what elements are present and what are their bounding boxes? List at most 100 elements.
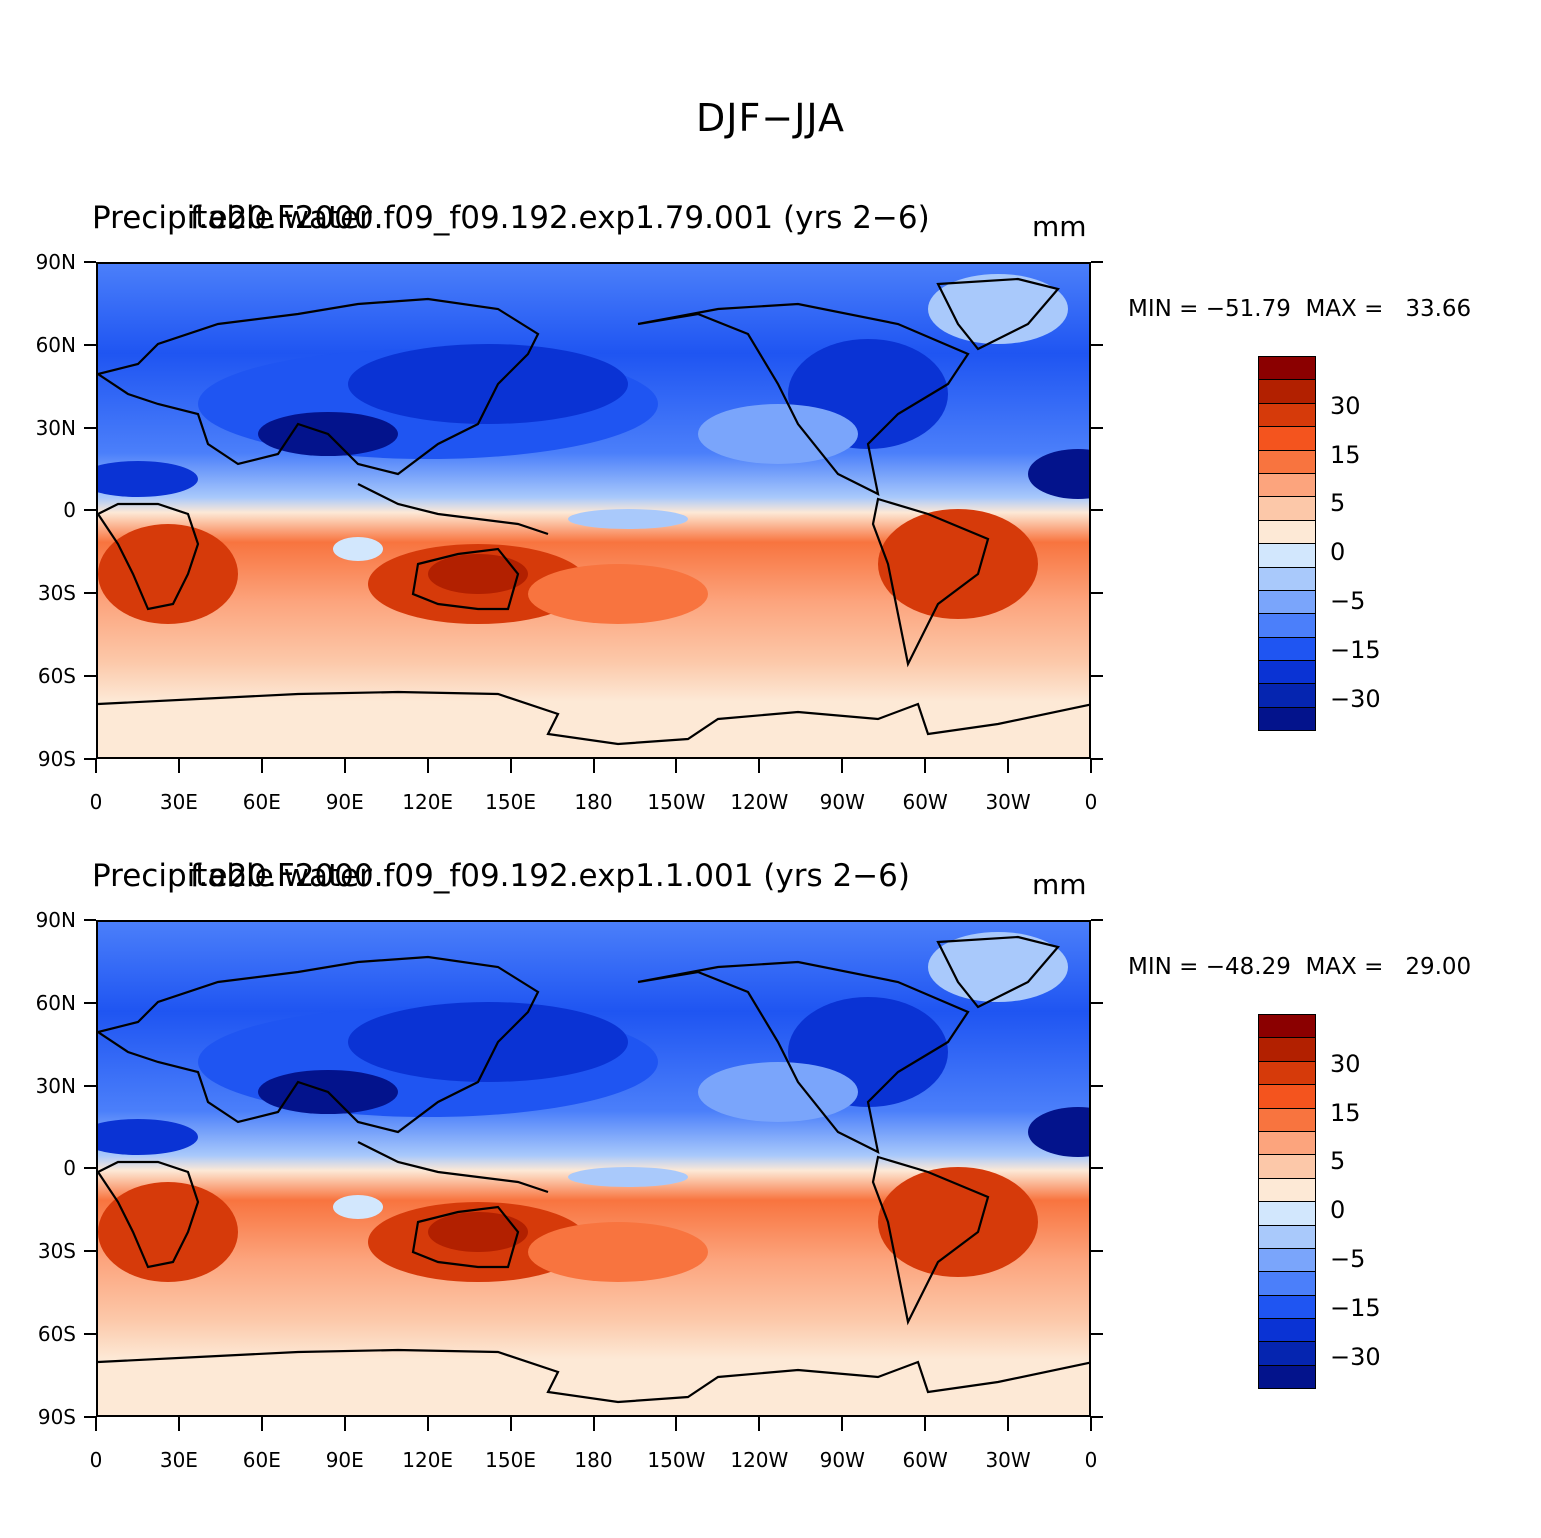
panel-left-title: Precipitable water xyxy=(92,858,372,894)
colorbar-segment xyxy=(1258,472,1316,498)
longitude-label: 60E xyxy=(242,1448,281,1472)
longitude-label: 150E xyxy=(485,790,536,814)
longitude-label: 120E xyxy=(402,790,454,814)
longitude-label: 90E xyxy=(325,790,364,814)
field-blob xyxy=(698,1062,858,1122)
colorbar-segment xyxy=(1258,1294,1316,1320)
longitude-label: 30E xyxy=(159,1448,198,1472)
field-background xyxy=(98,264,1089,757)
latitude-tick xyxy=(1091,919,1103,921)
longitude-tick xyxy=(841,759,844,773)
colorbar-label: 0 xyxy=(1330,1196,1346,1225)
antarctica-outline xyxy=(98,690,1089,746)
panel-case-title: f.e20.F2000.f09_f09.192.exp1.79.001 (yrs… xyxy=(190,200,930,236)
latitude-tick xyxy=(1091,675,1103,677)
longitude-tick xyxy=(95,759,97,773)
longitude-label: 60W xyxy=(902,1448,948,1472)
latitude-tick xyxy=(1091,758,1103,760)
longitude-tick xyxy=(841,1417,844,1431)
australia-outline xyxy=(411,547,520,611)
colorbar xyxy=(1258,356,1316,748)
map-panel-2: Precipitable water f.e20.F2000.f09_f09.1… xyxy=(0,658,1541,1472)
colorbar-label: 5 xyxy=(1330,1147,1346,1176)
precip-water-diff-map xyxy=(96,920,1091,1417)
latitude-label: 60N xyxy=(35,333,76,357)
latitude-tick xyxy=(84,758,96,760)
colorbar-segment xyxy=(1258,1107,1316,1132)
colorbar-segment xyxy=(1258,426,1316,451)
field-blob xyxy=(333,537,383,561)
colorbar-label: −15 xyxy=(1330,635,1381,664)
longitude-label: 120W xyxy=(730,790,789,814)
latitude-tick xyxy=(1091,1333,1103,1335)
latitude-label: 60N xyxy=(35,991,76,1015)
africa-outline xyxy=(98,1160,200,1269)
longitude-label: 0 xyxy=(89,790,103,814)
latitude-tick xyxy=(84,919,96,921)
colorbar-segment xyxy=(1258,1177,1316,1203)
latitude-label: 90N xyxy=(35,908,76,932)
latitude-label: 90S xyxy=(37,1405,76,1429)
latitude-tick xyxy=(1091,509,1103,511)
longitude-label: 30W xyxy=(985,1448,1031,1472)
colorbar-segment xyxy=(1258,519,1316,545)
colorbar-segment xyxy=(1258,1130,1316,1156)
maritime-continent-outline xyxy=(357,1141,549,1194)
field-blob xyxy=(878,509,1038,619)
latitude-tick xyxy=(1091,1416,1103,1418)
longitude-tick xyxy=(426,1417,429,1431)
field-blob xyxy=(928,274,1068,344)
longitude-label: 90W xyxy=(819,1448,865,1472)
longitude-label: 150W xyxy=(647,1448,706,1472)
latitude-tick xyxy=(1091,344,1103,346)
colorbar-label: −5 xyxy=(1330,587,1366,615)
latitude-label: 0 xyxy=(63,498,76,522)
latitude-tick xyxy=(84,1167,96,1169)
latitude-tick xyxy=(84,344,96,346)
longitude-tick xyxy=(343,759,346,773)
longitude-tick xyxy=(675,1417,678,1431)
coastlines xyxy=(98,935,1089,1404)
colorbar-segment xyxy=(1258,356,1316,381)
colorbar-label: 30 xyxy=(1330,391,1361,420)
map-svg xyxy=(98,922,1089,1415)
greenland-outline xyxy=(936,935,1060,1009)
latitude-tick xyxy=(84,1002,96,1004)
latitude-tick xyxy=(84,261,96,263)
colorbar-segment xyxy=(1258,566,1316,591)
longitude-tick xyxy=(177,759,180,773)
latitude-label: 90S xyxy=(37,747,76,771)
longitude-label: 30E xyxy=(159,790,198,814)
longitude-tick xyxy=(509,759,512,773)
longitude-label: 150E xyxy=(485,1448,536,1472)
antarctica-outline xyxy=(98,1348,1089,1404)
longitude-label: 60E xyxy=(242,790,281,814)
longitude-label: 180 xyxy=(574,1448,613,1472)
panel-left-title: Precipitable water xyxy=(92,200,372,236)
latitude-tick xyxy=(84,1085,96,1087)
longitude-tick xyxy=(675,759,678,773)
latitude-tick xyxy=(84,427,96,429)
maritime-continent-outline xyxy=(357,483,549,536)
colorbar-label: −15 xyxy=(1330,1293,1381,1322)
eurasia-outline xyxy=(98,955,540,1134)
figure-title: DJF−JJA xyxy=(696,96,845,140)
colorbar-segment xyxy=(1258,1224,1316,1249)
longitude-tick xyxy=(758,1417,761,1431)
colorbar-label: 0 xyxy=(1330,538,1346,567)
longitude-label: 60W xyxy=(902,790,948,814)
colorbar-segment xyxy=(1258,1364,1316,1390)
longitude-label: 120E xyxy=(402,1448,454,1472)
south-america-outline xyxy=(871,1155,990,1326)
colorbar-label: 5 xyxy=(1330,489,1346,518)
colorbar-label: −5 xyxy=(1330,1245,1366,1273)
north-america-outline xyxy=(637,302,970,496)
longitude-label: 90E xyxy=(325,1448,364,1472)
panel-units: mm xyxy=(1032,868,1087,901)
field-blob xyxy=(1028,1107,1089,1157)
latitude-tick xyxy=(84,592,96,594)
field-background xyxy=(98,922,1089,1415)
latitude-tick xyxy=(84,509,96,511)
latitude-label: 30S xyxy=(37,1239,76,1263)
longitude-tick xyxy=(924,759,927,773)
